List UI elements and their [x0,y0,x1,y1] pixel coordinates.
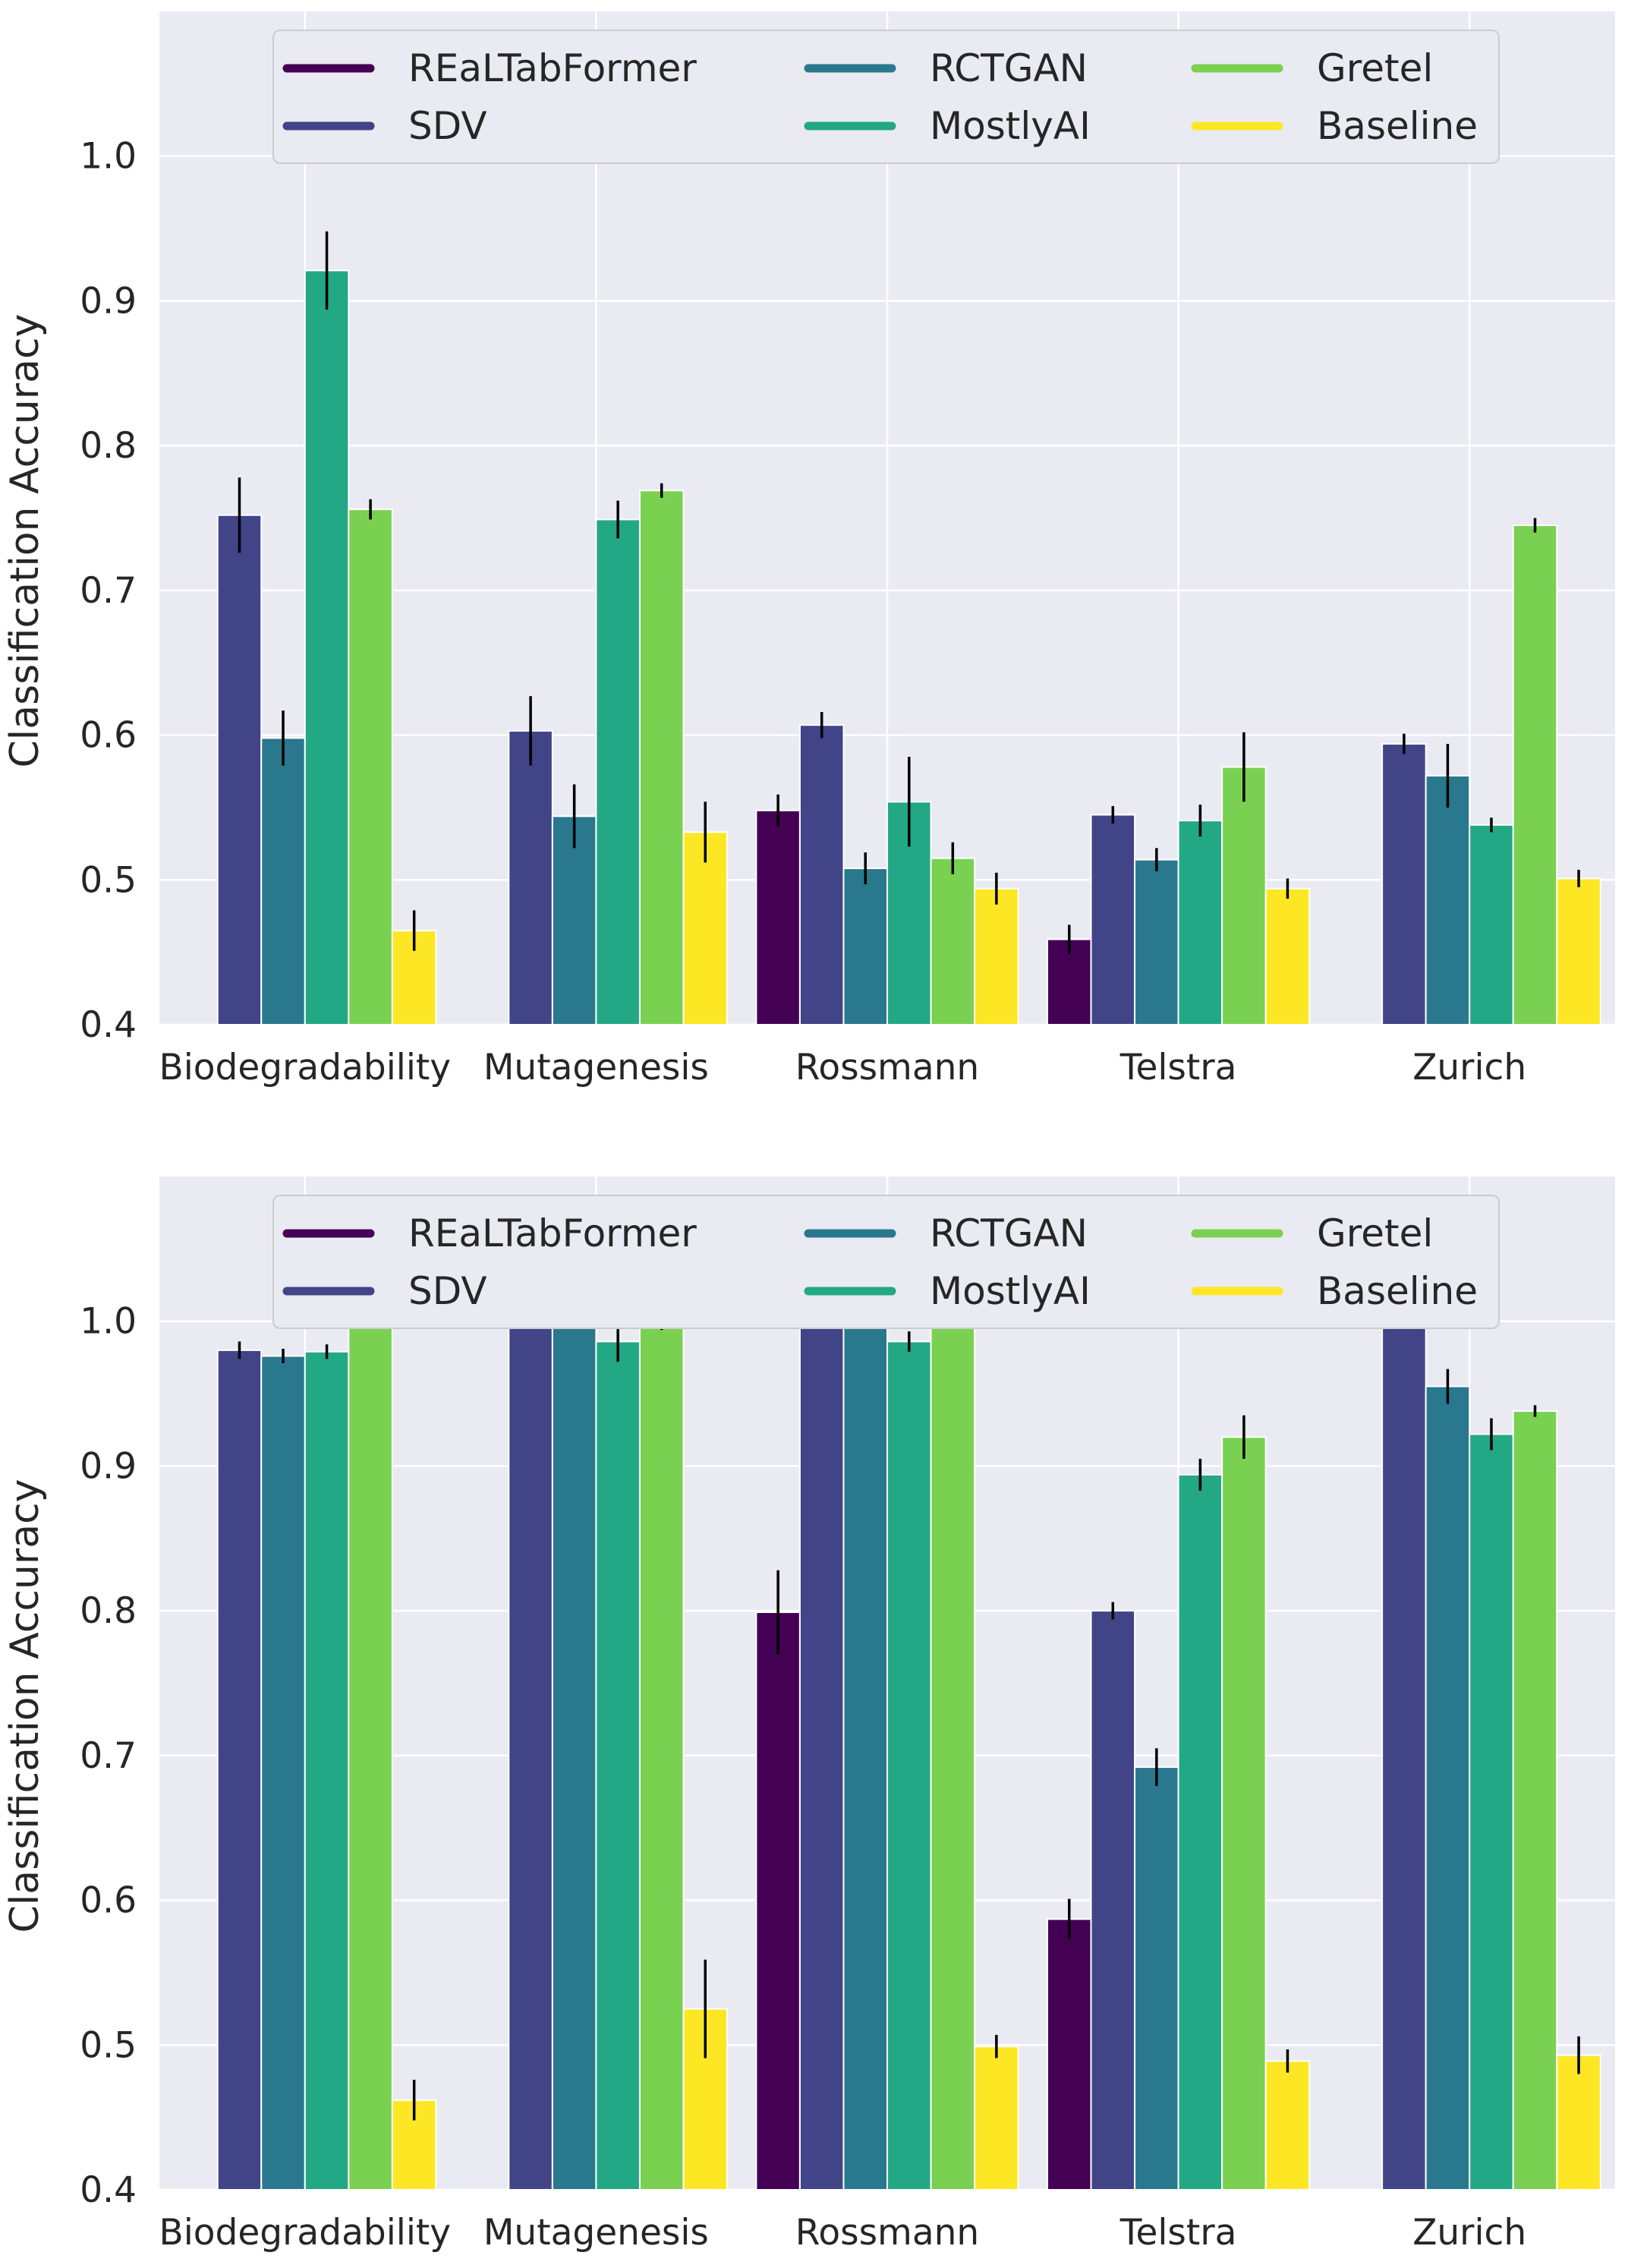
legend-label: REaLTabFormer [408,46,697,90]
legend-label: REaLTabFormer [408,1211,697,1255]
y-tick-label: 0.7 [80,1735,137,1777]
bottom-chart-panel: 0.4 0.5 0.6 0.7 0.8 0.9 1.0 Biodegradability Mut… [2,1177,1615,2254]
y-axis-title: Classification Accuracy [2,314,48,768]
bar-sdv [1090,814,1136,1025]
bar-gretel [930,857,976,1026]
bar-realtabformer [1046,938,1092,1025]
legend-label: SDV [408,1269,487,1313]
bar-rctgan [1425,774,1471,1025]
legend-box [272,30,1500,164]
y-tick-label: 0.8 [80,425,137,467]
x-tick-label: Zurich [1412,2212,1526,2254]
bar-realtabformer [755,809,801,1025]
y-tick-label: 0.5 [80,859,137,901]
y-tick-label: 1.0 [80,136,137,178]
bar-gretel [1512,1410,1558,2191]
bar-sdv [798,724,845,1025]
bar-gretel [638,490,685,1025]
bar-realtabformer [755,1611,801,2191]
legend-label: MostlyAI [930,1269,1091,1313]
y-tick-label: 0.8 [80,1590,137,1632]
x-tick-label: Biodegradability [159,2212,451,2254]
bar-rctgan [260,1355,306,2191]
legend-label: Gretel [1317,1211,1433,1255]
bar-baseline [1556,2054,1601,2191]
y-tick-label: 0.7 [80,570,137,612]
y-tick-label: 0.6 [80,715,137,757]
bar-gretel [638,1325,685,2191]
bar-sdv [508,729,553,1025]
y-axis-title: Classification Accuracy [2,1479,48,1933]
bar-mostlyai [1177,820,1223,1026]
bar-gretel [930,1323,976,2191]
bar-rctgan [1425,1385,1471,2191]
legend-label: Gretel [1317,46,1433,90]
bar-sdv [1381,743,1427,1025]
bar-rctgan [260,737,306,1026]
legend-box [272,1195,1500,1329]
bar-baseline [682,831,729,1025]
bar-rctgan [551,815,597,1026]
bar-gretel [1221,1436,1267,2191]
y-tick-label: 0.9 [80,1445,137,1487]
bar-mostlyai [1177,1473,1223,2191]
bar-mostlyai [595,518,641,1025]
bar-baseline [974,2046,1019,2191]
bar-rctgan [1134,858,1179,1025]
bar-baseline [1264,2060,1311,2191]
bar-sdv [798,1323,845,2191]
x-tick-label: Rossmann [795,1047,979,1088]
bar-baseline [974,887,1019,1025]
legend-label: Baseline [1317,1269,1478,1313]
bar-mostlyai [886,1340,932,2191]
bar-gretel [348,509,393,1025]
bar-rctgan [842,1323,888,2191]
x-tick-label: Mutagenesis [483,2212,709,2254]
x-tick-label: Telstra [1119,2212,1237,2254]
x-tick-label: Zurich [1412,1047,1526,1088]
bar-realtabformer [1046,1918,1092,2191]
y-tick-label: 0.9 [80,280,137,322]
bar-baseline [1556,877,1601,1025]
legend-label: Baseline [1317,104,1478,148]
x-tick-label: Rossmann [795,2212,979,2254]
y-tick-label: 0.4 [80,1004,137,1046]
x-tick-label: Biodegradability [159,1047,451,1088]
bar-mostlyai [1469,824,1514,1026]
x-tick-label: Mutagenesis [483,1047,709,1088]
bar-sdv [508,1323,553,2191]
bar-baseline [1264,887,1311,1025]
y-tick-label: 0.4 [80,2169,137,2211]
bar-mostlyai [1469,1433,1514,2191]
bar-gretel [1221,766,1267,1025]
y-tick-label: 0.5 [80,2024,137,2066]
y-tick-label: 1.0 [80,1301,137,1343]
bar-mostlyai [304,1350,350,2191]
legend-label: RCTGAN [930,46,1088,90]
legend: REaLTabFormer SDV RCTGAN MostlyAI Gretel Base… [272,30,1500,164]
bar-gretel [1512,524,1558,1025]
bar-sdv [1090,1610,1136,2191]
legend-label: SDV [408,104,487,148]
legend: REaLTabFormer SDV RCTGAN MostlyAI Gretel Base… [272,1195,1500,1329]
y-tick-label: 0.6 [80,1880,137,1922]
bar-rctgan [551,1321,597,2191]
top-chart-panel: 0.4 0.5 0.6 0.7 0.8 0.9 1.0 Biodegradability Mut… [2,11,1615,1088]
x-tick-label: Telstra [1119,1047,1237,1088]
legend-label: RCTGAN [930,1211,1088,1255]
bar-mostlyai [595,1340,641,2191]
bar-mostlyai [304,269,350,1025]
bar-sdv [216,1349,263,2191]
bar-gretel [348,1321,393,2191]
bar-sdv [1381,1325,1427,2191]
bar-rctgan [1134,1766,1179,2191]
bar-rctgan [842,868,888,1025]
legend-label: MostlyAI [930,104,1091,148]
bar-sdv [216,514,263,1025]
